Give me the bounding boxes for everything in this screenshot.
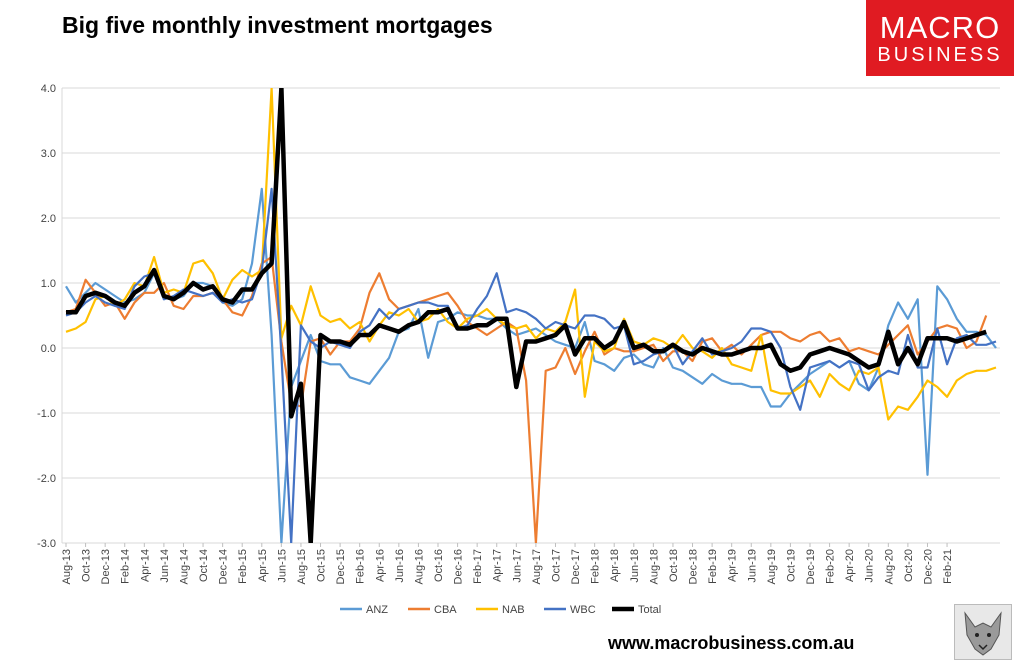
x-tick-label: Feb-20 <box>825 549 837 584</box>
legend-label-anz: ANZ <box>366 604 388 616</box>
x-tick-label: Aug-13 <box>61 549 73 584</box>
series-line-cba <box>65 255 988 543</box>
x-tick-label: Feb-14 <box>120 549 132 584</box>
series-line-anz <box>65 187 997 543</box>
x-tick-label: Aug-18 <box>648 549 660 584</box>
x-tick-label: Jun-14 <box>159 549 171 583</box>
line-chart: 4.0 3.0 2.0 1.0 0.0 -1.0 -2.0 -3.0 Aug-13 Oct-13… <box>37 83 1000 616</box>
x-tick-label: Aug-17 <box>531 549 543 584</box>
x-tick-label: Dec-17 <box>570 549 582 584</box>
chart-title: Big five monthly investment mortgages <box>62 12 493 38</box>
x-tick-label: Jun-16 <box>394 549 406 583</box>
y-tick-label: -2.0 <box>37 473 56 485</box>
series-lines <box>65 88 997 543</box>
footer-url: www.macrobusiness.com.au <box>608 633 855 653</box>
x-tick-label: Dec-19 <box>805 549 817 584</box>
legend-label-nab: NAB <box>502 604 525 616</box>
x-tick-label: Oct-20 <box>903 549 915 582</box>
x-tick-label: Oct-16 <box>433 549 445 582</box>
x-tick-label: Feb-17 <box>472 549 484 584</box>
x-tick-label: Aug-15 <box>296 549 308 584</box>
x-tick-label: Aug-16 <box>413 549 425 584</box>
x-tick-label: Oct-18 <box>668 549 680 582</box>
x-tick-label: Oct-15 <box>316 549 328 582</box>
x-tick-label: Apr-18 <box>609 549 621 582</box>
x-tick-label: Jun-19 <box>746 549 758 583</box>
mascot-fox-icon <box>954 604 1012 660</box>
x-tick-label: Oct-14 <box>198 549 210 582</box>
y-axis: 4.0 3.0 2.0 1.0 0.0 -1.0 -2.0 -3.0 <box>37 83 56 550</box>
x-tick-label: Aug-19 <box>766 549 778 584</box>
x-tick-label: Dec-18 <box>688 549 700 584</box>
x-tick-label: Apr-16 <box>374 549 386 582</box>
macrobusiness-logo: MACRO BUSINESS <box>866 0 1014 76</box>
logo-line-2: BUSINESS <box>877 44 1003 66</box>
series-line-total <box>66 88 987 543</box>
x-tick-label: Dec-16 <box>453 549 465 584</box>
x-tick-label: Feb-21 <box>942 549 954 584</box>
y-tick-label: 3.0 <box>41 148 56 160</box>
x-tick-label: Feb-19 <box>707 549 719 584</box>
x-tick-label: Dec-13 <box>100 549 112 584</box>
x-tick-label: Oct-19 <box>785 549 797 582</box>
series-line-nab <box>65 88 997 421</box>
series-line-wbc <box>65 187 997 543</box>
legend: ANZ CBA NAB WBC Total <box>340 604 661 616</box>
logo-line-1: MACRO <box>879 10 1001 45</box>
x-tick-label: Dec-20 <box>922 549 934 584</box>
x-tick-label: Apr-14 <box>139 549 151 582</box>
x-tick-label: Jun-18 <box>629 549 641 583</box>
y-tick-label: 0.0 <box>41 343 56 355</box>
x-tick-label: Feb-16 <box>355 549 367 584</box>
y-tick-label: 2.0 <box>41 213 56 225</box>
y-tick-label: 1.0 <box>41 278 56 290</box>
x-tick-label: Apr-20 <box>844 549 856 582</box>
x-tick-label: Oct-13 <box>81 549 93 582</box>
x-tick-label: Jun-15 <box>276 549 288 583</box>
grid-lines <box>61 87 1000 544</box>
y-tick-label: -3.0 <box>37 538 56 550</box>
x-tick-label: Feb-15 <box>237 549 249 584</box>
x-tick-label: Jun-20 <box>864 549 876 583</box>
x-tick-label: Dec-15 <box>335 549 347 584</box>
x-tick-label: Apr-17 <box>492 549 504 582</box>
x-tick-label: Aug-20 <box>883 549 895 584</box>
x-tick-label: Oct-17 <box>550 549 562 582</box>
x-tick-label: Dec-14 <box>218 549 230 584</box>
x-axis: Aug-13 Oct-13 Dec-13 Feb-14 Apr-14 Jun-14 Aug-… <box>61 543 954 584</box>
x-tick-label: Apr-19 <box>727 549 739 582</box>
legend-label-cba: CBA <box>434 604 457 616</box>
y-tick-label: -1.0 <box>37 408 56 420</box>
y-tick-label: 4.0 <box>41 83 56 95</box>
legend-label-wbc: WBC <box>570 604 596 616</box>
x-tick-label: Aug-14 <box>178 549 190 584</box>
x-tick-label: Feb-18 <box>590 549 602 584</box>
x-tick-label: Apr-15 <box>257 549 269 582</box>
legend-label-total: Total <box>638 604 661 616</box>
x-tick-label: Jun-17 <box>511 549 523 583</box>
